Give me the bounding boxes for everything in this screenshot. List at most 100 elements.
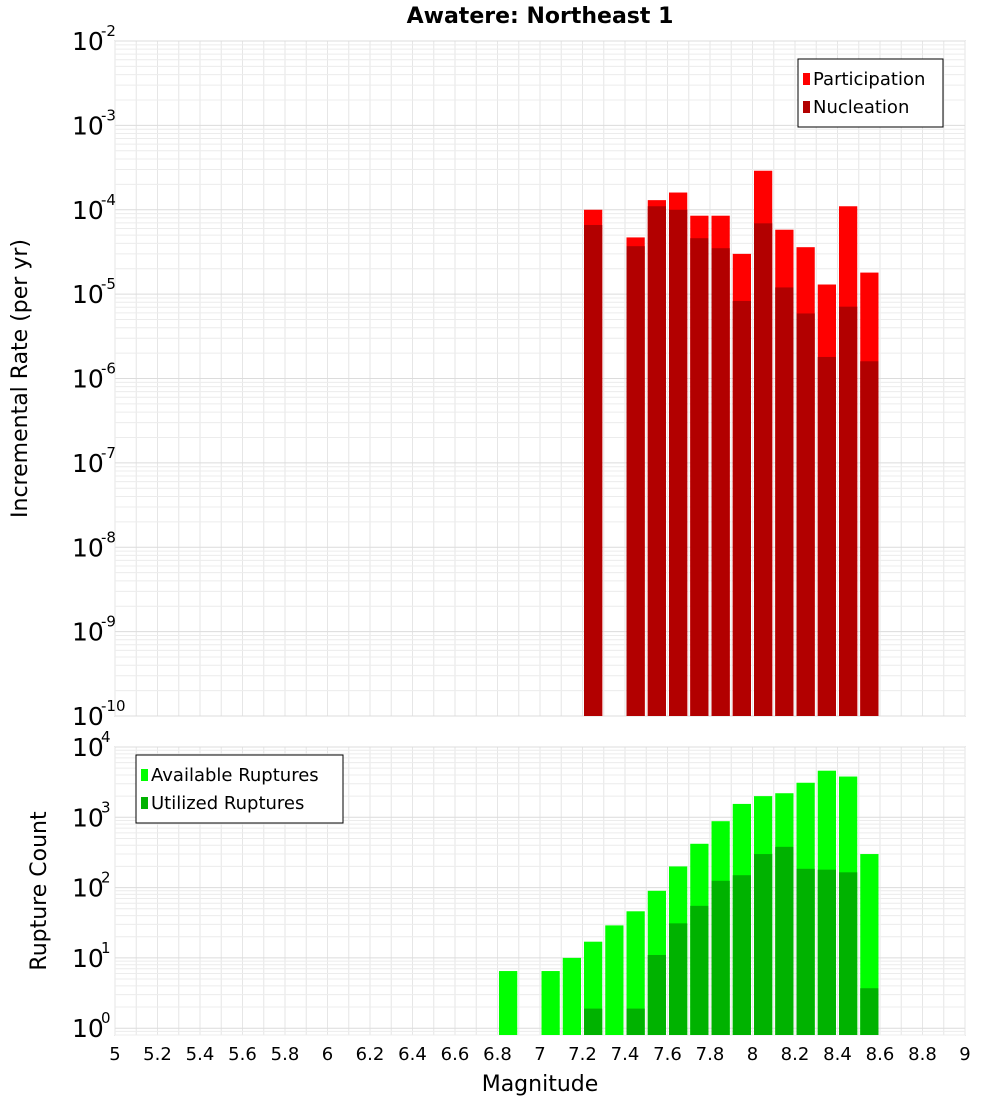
x-tick-label: 6.4 bbox=[398, 1044, 427, 1065]
y-tick-base: 10 bbox=[72, 803, 104, 832]
nucleation-bar bbox=[839, 306, 858, 716]
nucleation-bar bbox=[690, 238, 709, 716]
y-tick-base: 10 bbox=[72, 449, 104, 478]
x-tick-label: 8.4 bbox=[823, 1044, 852, 1065]
x-tick-label: 8 bbox=[747, 1044, 758, 1065]
available-ruptures-bar bbox=[562, 957, 581, 1035]
legend-box bbox=[797, 58, 944, 128]
x-tick-label: 5.4 bbox=[186, 1044, 215, 1065]
legend-label: Nucleation bbox=[813, 97, 909, 118]
y-tick-base: 10 bbox=[72, 944, 104, 973]
rate-bars bbox=[584, 170, 879, 717]
x-tick-label: 7.6 bbox=[653, 1044, 682, 1065]
legend-item: Participation bbox=[803, 69, 925, 90]
y-tick-exponent: -10 bbox=[101, 697, 126, 715]
utilized-ruptures-bar bbox=[817, 869, 836, 1035]
rate-y-tick: 10-7 bbox=[72, 444, 116, 478]
count-y-tick: 100 bbox=[72, 1009, 111, 1043]
y-tick-exponent: -5 bbox=[101, 275, 116, 293]
nucleation-bar bbox=[775, 287, 794, 716]
y-tick-exponent: -4 bbox=[101, 191, 116, 209]
x-tick-label: 5.6 bbox=[228, 1044, 257, 1065]
x-tick-label: 5 bbox=[109, 1044, 120, 1065]
x-tick-label: 7.2 bbox=[568, 1044, 597, 1065]
legend-item: Available Ruptures bbox=[141, 765, 319, 786]
count-legend: Available Ruptures Utilized Ruptures bbox=[135, 754, 344, 824]
nucleation-bar bbox=[860, 361, 879, 716]
rate-y-tick: 10-5 bbox=[72, 275, 116, 309]
utilized-ruptures-bar bbox=[711, 880, 730, 1035]
count-y-axis-label: Rupture Count bbox=[27, 811, 52, 971]
legend-label: Available Ruptures bbox=[151, 765, 319, 786]
utilized-ruptures-bar bbox=[860, 988, 879, 1035]
x-tick-label: 6.2 bbox=[356, 1044, 385, 1065]
rate-legend: Participation Nucleation bbox=[797, 58, 944, 128]
x-tick-label: 8.8 bbox=[908, 1044, 937, 1065]
count-y-tick: 103 bbox=[72, 798, 111, 832]
x-tick-label: 7 bbox=[534, 1044, 545, 1065]
x-tick-label: 6.6 bbox=[441, 1044, 470, 1065]
y-tick-exponent: -7 bbox=[101, 444, 116, 462]
magnitude-tick-labels: 5 5.2 5.4 5.6 5.8 6 6.2 6.4 6.6 6.8 7 7.2 7.4 7.6 7.8 8… bbox=[109, 1044, 970, 1065]
y-tick-base: 10 bbox=[72, 365, 104, 394]
y-tick-exponent: 2 bbox=[101, 869, 111, 887]
count-bars bbox=[499, 770, 879, 1035]
count-y-tick: 102 bbox=[72, 869, 111, 903]
y-tick-base: 10 bbox=[72, 874, 104, 903]
legend-box bbox=[135, 754, 344, 824]
utilized-ruptures-bar bbox=[839, 872, 858, 1035]
x-tick-label: 8.2 bbox=[781, 1044, 810, 1065]
nucleation-bar bbox=[647, 206, 666, 716]
y-tick-base: 10 bbox=[72, 702, 104, 731]
y-tick-base: 10 bbox=[72, 111, 104, 140]
legend-swatch bbox=[803, 73, 810, 85]
utilized-ruptures-bar bbox=[584, 1008, 603, 1035]
x-tick-label: 6.8 bbox=[483, 1044, 512, 1065]
y-tick-exponent: 1 bbox=[101, 939, 111, 957]
y-tick-exponent: 3 bbox=[101, 798, 111, 816]
y-tick-base: 10 bbox=[72, 618, 104, 647]
x-tick-label: 5.2 bbox=[143, 1044, 172, 1065]
y-tick-base: 10 bbox=[72, 1014, 104, 1043]
utilized-ruptures-bar bbox=[690, 905, 709, 1035]
nucleation-bar bbox=[796, 313, 815, 716]
y-tick-exponent: 0 bbox=[101, 1009, 111, 1027]
available-ruptures-bar bbox=[499, 971, 518, 1035]
x-tick-label: 9 bbox=[959, 1044, 970, 1065]
y-tick-exponent: -3 bbox=[101, 106, 116, 124]
nucleation-bar bbox=[669, 209, 688, 716]
rate-y-tick: 10-8 bbox=[72, 528, 116, 562]
nucleation-bar bbox=[754, 223, 773, 716]
y-tick-base: 10 bbox=[72, 533, 104, 562]
utilized-ruptures-bar bbox=[732, 875, 751, 1035]
utilized-ruptures-bar bbox=[647, 954, 666, 1035]
rate-y-tick: 10-4 bbox=[72, 191, 116, 225]
legend-label: Participation bbox=[813, 69, 925, 90]
legend-label: Utilized Ruptures bbox=[151, 793, 304, 814]
available-ruptures-bar bbox=[541, 971, 560, 1035]
y-tick-exponent: -6 bbox=[101, 360, 116, 378]
utilized-ruptures-bar bbox=[669, 923, 688, 1035]
y-tick-base: 10 bbox=[72, 27, 104, 56]
nucleation-bar bbox=[584, 224, 603, 716]
nucleation-bar bbox=[711, 248, 730, 717]
legend-swatch bbox=[141, 797, 148, 809]
rate-y-tick: 10-2 bbox=[72, 22, 116, 56]
x-tick-label: 6 bbox=[322, 1044, 333, 1065]
nucleation-bar bbox=[817, 356, 836, 716]
rate-y-tick: 10-10 bbox=[72, 697, 126, 731]
utilized-ruptures-bar bbox=[775, 846, 794, 1035]
legend-swatch bbox=[803, 101, 810, 113]
x-tick-label: 8.6 bbox=[866, 1044, 895, 1065]
rate-y-axis-label: Incremental Rate (per yr) bbox=[8, 239, 33, 518]
y-tick-base: 10 bbox=[72, 280, 104, 309]
rate-y-tick: 10-6 bbox=[72, 360, 116, 394]
nucleation-bar bbox=[626, 246, 645, 716]
utilized-ruptures-bar bbox=[754, 854, 773, 1035]
count-y-tick: 104 bbox=[72, 728, 111, 762]
